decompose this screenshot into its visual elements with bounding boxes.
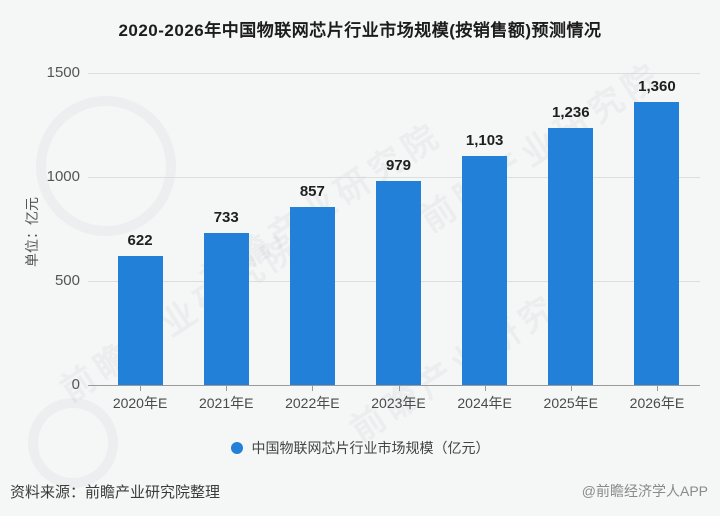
bar-2026年E: [634, 102, 680, 385]
bar-2021年E: [203, 232, 249, 385]
bar-2025年E: [548, 127, 594, 385]
x-tick-mark-0: [140, 386, 142, 391]
gridline-1500: [88, 73, 700, 74]
x-tick-label-2024年E: 2024年E: [457, 395, 512, 411]
legend-marker-dot: [230, 442, 243, 454]
x-tick-mark-6: [656, 386, 658, 391]
y-tick-label-500: 500: [54, 272, 80, 289]
bar-2023年E: [376, 181, 421, 385]
x-tick-mark-3: [398, 386, 400, 391]
y-tick-label-1000: 1000: [46, 168, 80, 185]
legend-label: 中国物联网芯片行业市场规模（亿元）: [251, 440, 490, 456]
footer: 资料来源：前瞻产业研究院整理 @前瞻经济学人APP: [0, 476, 720, 506]
gridline-1000: [88, 177, 700, 178]
credit-note: @前瞻经济学人APP: [581, 483, 708, 499]
bar-value-2022年E: 857: [299, 182, 325, 200]
chart-title: 2020-2026年中国物联网芯片行业市场规模(按销售额)预测情况: [118, 21, 602, 40]
x-tick-label-2022年E: 2022年E: [285, 395, 340, 411]
source-note: 资料来源：前瞻产业研究院整理: [10, 483, 221, 501]
y-tick-label-0: 0: [71, 376, 80, 393]
bar-value-2020年E: 622: [127, 231, 153, 249]
x-tick-label-2023年E: 2023年E: [371, 395, 426, 411]
watermark-logo: [36, 96, 176, 236]
bar-value-2021年E: 733: [213, 208, 239, 226]
bar-value-2024年E: 1,103: [465, 131, 504, 149]
bar-value-2023年E: 979: [385, 157, 411, 175]
y-tick-label-1500: 1500: [46, 64, 80, 81]
x-axis-line: [88, 385, 700, 386]
bar-value-2026年E: 1,360: [638, 78, 676, 96]
x-tick-label-2020年E: 2020年E: [112, 395, 168, 411]
bar-2022年E: [289, 206, 335, 385]
x-tick-label-2021年E: 2021年E: [198, 395, 254, 411]
x-tick-mark-5: [570, 386, 572, 391]
x-tick-mark-2: [312, 386, 314, 391]
x-tick-mark-1: [226, 386, 228, 391]
x-tick-mark-4: [484, 386, 486, 391]
legend: 中国物联网芯片行业市场规模（亿元）: [0, 438, 720, 458]
x-tick-label-2026年E: 2026年E: [629, 395, 685, 411]
bar-value-2025年E: 1,236: [552, 103, 590, 121]
bar-2020年E: [117, 255, 163, 385]
x-tick-label-2025年E: 2025年E: [543, 395, 599, 411]
bar-2024年E: [462, 155, 508, 385]
